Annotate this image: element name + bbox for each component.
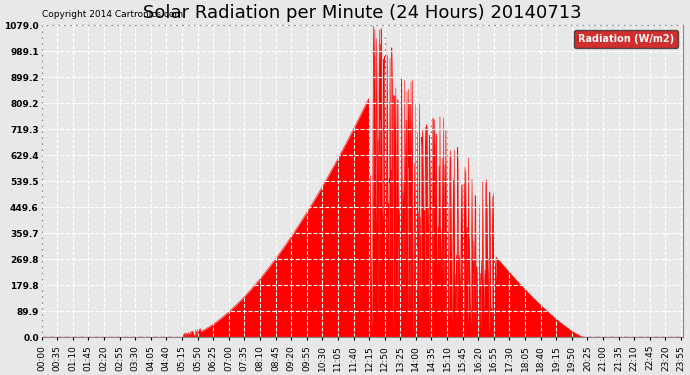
- Text: Copyright 2014 Cartronics.com: Copyright 2014 Cartronics.com: [41, 10, 183, 19]
- Title: Solar Radiation per Minute (24 Hours) 20140713: Solar Radiation per Minute (24 Hours) 20…: [143, 4, 582, 22]
- Legend: Radiation (W/m2): Radiation (W/m2): [574, 30, 678, 48]
